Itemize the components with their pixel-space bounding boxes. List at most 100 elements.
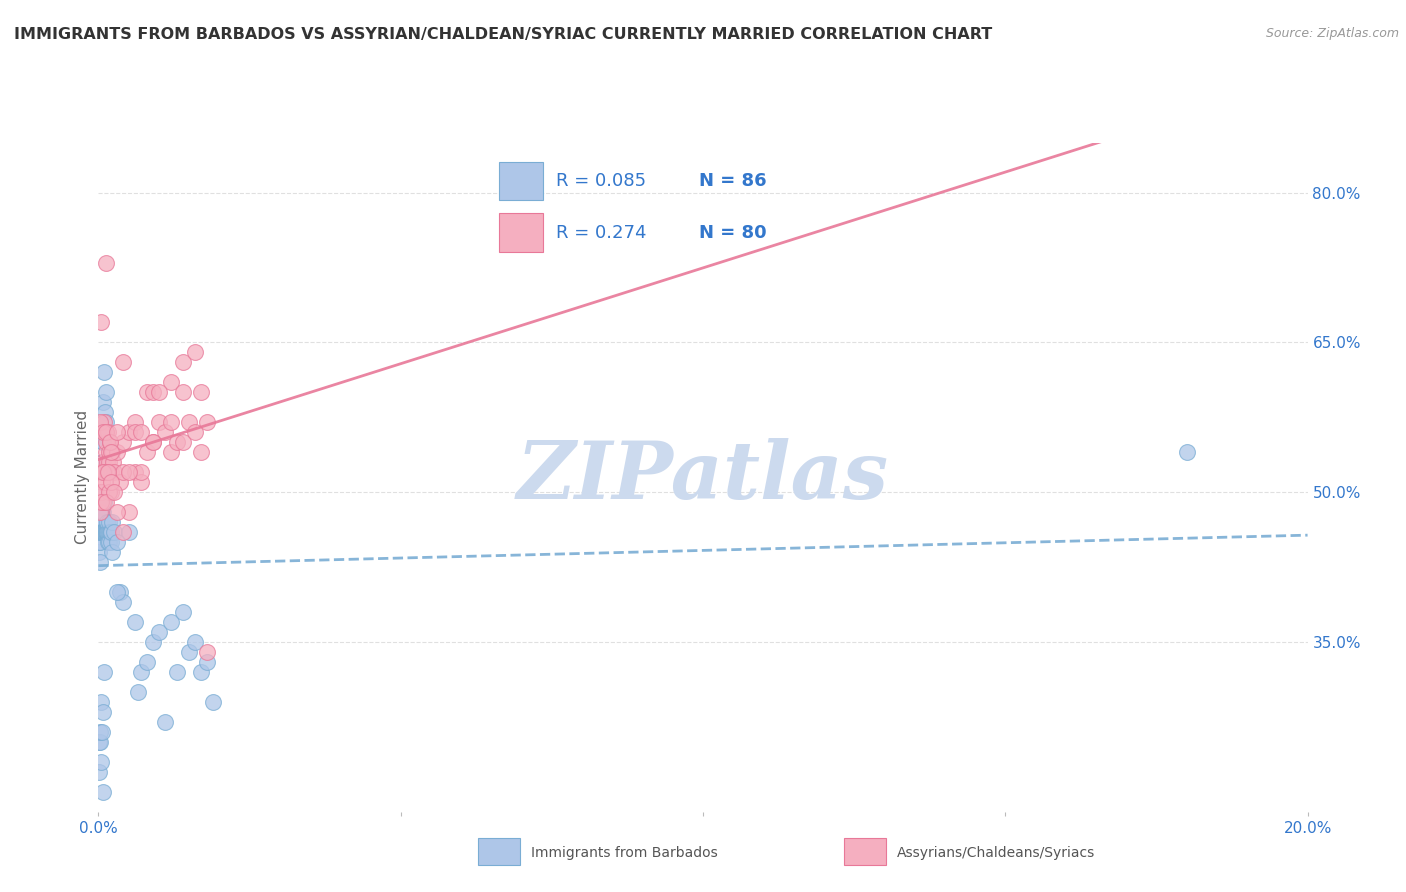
Point xyxy=(87,535,110,549)
Point xyxy=(100,485,122,500)
Point xyxy=(91,455,114,469)
Point xyxy=(129,425,152,440)
Point xyxy=(100,465,122,479)
Point xyxy=(87,764,110,779)
Point xyxy=(195,415,218,429)
Point xyxy=(96,525,118,540)
Point xyxy=(97,535,120,549)
Point xyxy=(195,645,218,659)
Point xyxy=(89,535,111,549)
Point xyxy=(96,425,118,440)
Point xyxy=(135,445,157,459)
Point xyxy=(90,515,112,529)
Point xyxy=(89,555,111,569)
Point xyxy=(94,415,117,429)
Text: ZIPatlas: ZIPatlas xyxy=(517,439,889,516)
Point xyxy=(190,445,212,459)
Text: Assyrians/Chaldeans/Syriacs: Assyrians/Chaldeans/Syriacs xyxy=(897,847,1095,860)
Point xyxy=(172,435,194,450)
Point xyxy=(153,425,176,440)
Point xyxy=(89,515,111,529)
Text: IMMIGRANTS FROM BARBADOS VS ASSYRIAN/CHALDEAN/SYRIAC CURRENTLY MARRIED CORRELATI: IMMIGRANTS FROM BARBADOS VS ASSYRIAN/CHA… xyxy=(14,27,993,42)
Point xyxy=(93,415,115,429)
Point xyxy=(111,355,134,369)
Point xyxy=(184,635,207,649)
Point xyxy=(100,515,122,529)
Point xyxy=(105,535,128,549)
Point xyxy=(129,665,152,679)
Point xyxy=(96,255,118,269)
Point xyxy=(160,415,183,429)
Point xyxy=(98,515,121,529)
Y-axis label: Currently Married: Currently Married xyxy=(75,410,90,544)
Point xyxy=(166,435,188,450)
Point xyxy=(1175,445,1198,459)
Point xyxy=(94,525,117,540)
Point xyxy=(90,485,112,500)
Point xyxy=(90,465,112,479)
Point xyxy=(129,475,152,490)
Point xyxy=(90,525,112,540)
Point xyxy=(89,495,111,509)
Point xyxy=(91,425,114,440)
Point xyxy=(96,435,118,450)
Point xyxy=(93,525,115,540)
Point xyxy=(94,525,117,540)
Point xyxy=(91,705,114,719)
Point xyxy=(90,465,112,479)
Point xyxy=(90,515,112,529)
Point xyxy=(90,695,112,709)
Point xyxy=(90,525,112,540)
Point xyxy=(91,435,114,450)
Point xyxy=(184,425,207,440)
Point xyxy=(93,425,115,440)
Point xyxy=(184,345,207,359)
Point xyxy=(98,525,121,540)
Point xyxy=(91,525,114,540)
Point xyxy=(93,465,115,479)
Point xyxy=(105,585,128,599)
Point xyxy=(148,385,170,400)
Point xyxy=(97,525,120,540)
Point xyxy=(101,455,124,469)
Point xyxy=(97,485,120,500)
Point xyxy=(108,475,131,490)
Point xyxy=(96,385,118,400)
Point xyxy=(166,665,188,679)
Point xyxy=(111,525,134,540)
Point xyxy=(118,525,141,540)
Point xyxy=(100,445,122,459)
Point xyxy=(94,475,117,490)
Point xyxy=(91,475,114,490)
Point xyxy=(97,525,120,540)
Point xyxy=(190,385,212,400)
Point xyxy=(118,505,141,519)
Point xyxy=(142,435,165,450)
Point xyxy=(160,445,183,459)
Point xyxy=(93,525,115,540)
Point xyxy=(172,605,194,619)
Point xyxy=(105,505,128,519)
Point xyxy=(118,425,141,440)
Point xyxy=(89,515,111,529)
Point xyxy=(94,495,117,509)
Point xyxy=(93,465,115,479)
Point xyxy=(93,495,115,509)
Point xyxy=(89,525,111,540)
Point xyxy=(111,435,134,450)
Point xyxy=(96,465,118,479)
Point xyxy=(90,495,112,509)
Point xyxy=(179,645,201,659)
Point xyxy=(94,445,117,459)
Point xyxy=(89,415,111,429)
Point xyxy=(97,425,120,440)
Point xyxy=(179,415,201,429)
Point xyxy=(98,435,121,450)
Point xyxy=(90,485,112,500)
Point xyxy=(89,525,111,540)
Point xyxy=(96,525,118,540)
Point xyxy=(91,435,114,450)
Point xyxy=(94,405,117,419)
Point xyxy=(148,625,170,640)
Point xyxy=(148,415,170,429)
